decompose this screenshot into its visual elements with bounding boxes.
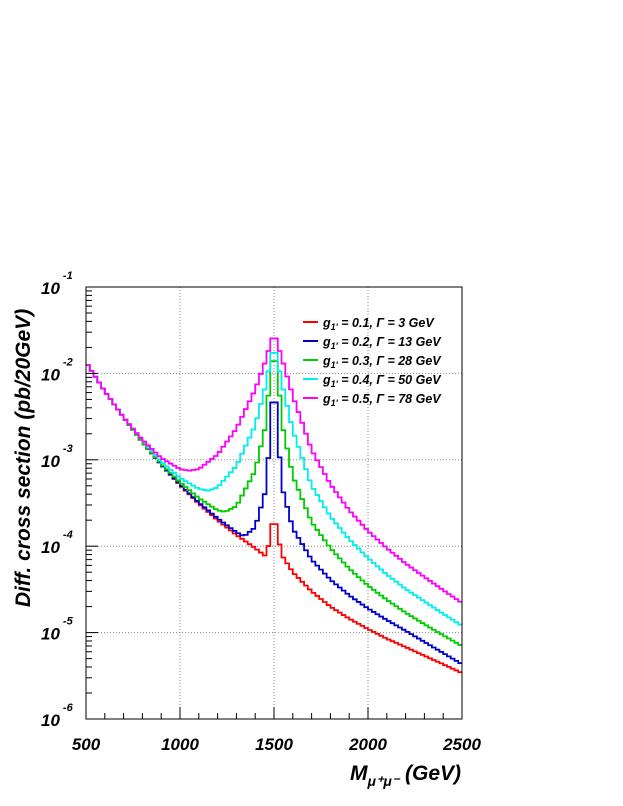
y-tick-base: 10 bbox=[41, 279, 60, 298]
y-tick-label: 10-2 bbox=[41, 356, 73, 384]
grid-lines bbox=[86, 287, 462, 719]
y-tick-exponent: -6 bbox=[63, 702, 74, 714]
y-tick-label: 10-4 bbox=[41, 529, 73, 557]
legend-rest: = 0.4, Γ = 50 GeV bbox=[338, 373, 442, 387]
x-axis-title: Mμ⁺μ⁻ (GeV) bbox=[350, 762, 461, 789]
legend-label-4: g1' = 0.4, Γ = 50 GeV bbox=[322, 373, 442, 389]
legend-subscript: 1' bbox=[331, 379, 339, 389]
x-tick-label: 2000 bbox=[348, 735, 387, 754]
y-tick-base: 10 bbox=[41, 365, 60, 384]
legend-g: g bbox=[322, 392, 331, 406]
legend-label-1: g1' = 0.1, Γ = 3 GeV bbox=[322, 316, 435, 332]
y-tick-exponent: -3 bbox=[63, 443, 73, 455]
x-tick-label: 2500 bbox=[442, 735, 481, 754]
x-tick-label: 500 bbox=[72, 735, 101, 754]
y-tick-label: 10-1 bbox=[41, 270, 73, 298]
x-tick-label: 1500 bbox=[255, 735, 293, 754]
legend-subscript: 1' bbox=[331, 341, 339, 351]
series-layer bbox=[86, 337, 462, 674]
y-tick-labels: 10-610-510-410-310-210-1 bbox=[41, 270, 74, 730]
legend-rest: = 0.1, Γ = 3 GeV bbox=[338, 316, 436, 330]
x-tick-labels: 500 1000 1500 2000 2500 bbox=[72, 735, 482, 754]
legend-label-2: g1' = 0.2, Γ = 13 GeV bbox=[322, 335, 442, 351]
legend-subscript: 1' bbox=[331, 360, 339, 370]
series-line-5 bbox=[86, 337, 462, 603]
y-tick-base: 10 bbox=[41, 538, 60, 557]
axis-ticks bbox=[85, 286, 463, 720]
legend-g: g bbox=[322, 335, 331, 349]
y-tick-base: 10 bbox=[41, 711, 60, 730]
legend-g: g bbox=[322, 354, 331, 368]
y-tick-base: 10 bbox=[41, 452, 60, 471]
series-line-2 bbox=[86, 364, 462, 665]
legend-label-5: g1' = 0.5, Γ = 78 GeV bbox=[322, 392, 442, 408]
legend-rest: = 0.3, Γ = 28 GeV bbox=[338, 354, 442, 368]
legend-rest: = 0.5, Γ = 78 GeV bbox=[338, 392, 442, 406]
y-tick-base: 10 bbox=[41, 625, 60, 644]
legend-subscript: 1' bbox=[331, 322, 339, 332]
x-tick-label: 1000 bbox=[161, 735, 199, 754]
y-tick-exponent: -4 bbox=[63, 529, 73, 541]
y-tick-exponent: -1 bbox=[63, 270, 73, 282]
y-tick-label: 10-3 bbox=[41, 443, 73, 471]
legend-g: g bbox=[322, 316, 331, 330]
y-axis-title: Diff. cross section (pb/20GeV) bbox=[12, 309, 35, 607]
x-axis-title-main: M bbox=[350, 762, 368, 785]
legend-g: g bbox=[322, 373, 331, 387]
legend-subscript: 1' bbox=[331, 398, 339, 408]
y-tick-label: 10-6 bbox=[41, 702, 74, 730]
legend-label-3: g1' = 0.3, Γ = 28 GeV bbox=[322, 354, 442, 370]
y-tick-exponent: -2 bbox=[63, 356, 73, 368]
y-tick-exponent: -5 bbox=[63, 616, 74, 628]
y-tick-label: 10-5 bbox=[41, 616, 74, 644]
legend-rest: = 0.2, Γ = 13 GeV bbox=[338, 335, 442, 349]
x-axis-title-sub: μ⁺μ⁻ bbox=[367, 773, 401, 789]
x-axis-title-unit: (GeV) bbox=[399, 762, 461, 785]
